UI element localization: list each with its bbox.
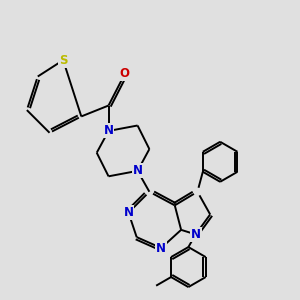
Text: O: O	[120, 67, 130, 80]
Text: N: N	[124, 206, 134, 219]
Text: N: N	[156, 242, 166, 254]
Text: S: S	[59, 54, 68, 67]
Text: N: N	[133, 164, 142, 177]
Text: N: N	[103, 124, 113, 137]
Text: N: N	[190, 228, 201, 241]
